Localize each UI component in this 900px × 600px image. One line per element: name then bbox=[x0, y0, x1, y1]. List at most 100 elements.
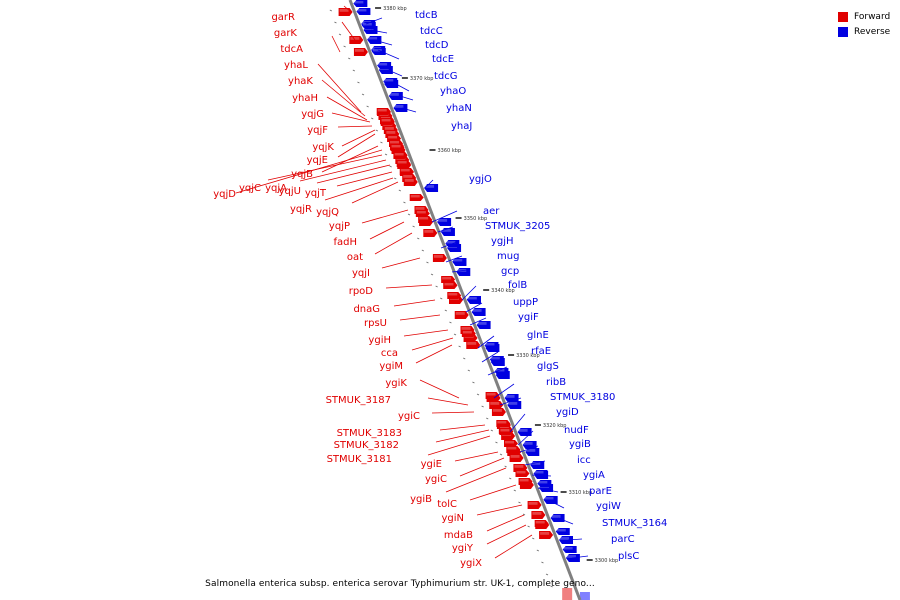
forward-gene-27-feature-highlight bbox=[467, 342, 477, 345]
reverse-gene-9-leader bbox=[431, 210, 458, 223]
reverse-feature-extra-2 bbox=[361, 22, 376, 29]
tick-label-7: 3310 kbp bbox=[569, 490, 593, 496]
legend-forward-label: Forward bbox=[854, 11, 891, 22]
gap-marker bbox=[430, 273, 434, 276]
gap-marker bbox=[536, 549, 540, 552]
reverse-gene-9-feature-highlight bbox=[438, 219, 448, 222]
forward-gene-33-leader bbox=[427, 435, 491, 456]
reverse-gene-12-label: mug bbox=[497, 251, 519, 262]
reverse-gene-0-leader bbox=[365, 17, 383, 25]
forward-gene-27-feature bbox=[466, 341, 481, 349]
reverse-gene-8-leader bbox=[424, 179, 434, 189]
reverse-gene-23-label: nudF bbox=[564, 425, 589, 436]
forward-gene-17-leader bbox=[351, 181, 399, 204]
forward-gene-29-feature-highlight bbox=[490, 402, 500, 405]
forward-feature-extra-13-highlight bbox=[448, 293, 458, 296]
figure-caption: Salmonella enterica subsp. enterica sero… bbox=[0, 579, 900, 589]
reverse-feature-extra-8 bbox=[452, 258, 467, 265]
forward-gene-10-label: yqjB bbox=[291, 169, 313, 180]
forward-gene-11-label: yqjD bbox=[213, 189, 236, 200]
reverse-gene-3-label: tdcE bbox=[432, 54, 454, 65]
reverse-gene-30-leader bbox=[567, 538, 583, 541]
tick-label-3: 3350 kbp bbox=[464, 216, 488, 222]
reverse-gene-28-label: ygiW bbox=[596, 501, 621, 512]
reverse-feature-extra-12 bbox=[494, 368, 509, 375]
forward-gene-30-leader bbox=[431, 411, 475, 414]
reverse-gene-5-label: yhaO bbox=[440, 86, 466, 97]
forward-gene-37-label: tolC bbox=[437, 499, 457, 510]
reverse-feature-extra-7-highlight bbox=[446, 241, 456, 244]
reverse-feature-extra-10-highlight bbox=[485, 343, 495, 346]
reverse-gene-7-feature-highlight bbox=[394, 105, 404, 108]
gap-marker bbox=[389, 165, 392, 168]
forward-gene-12-label: yqjC bbox=[239, 183, 261, 194]
gap-marker bbox=[444, 309, 448, 312]
forward-gene-39-feature-highlight bbox=[532, 512, 542, 515]
reverse-gene-28-leader bbox=[547, 499, 565, 509]
forward-gene-8-leader bbox=[341, 129, 376, 147]
forward-gene-40-leader bbox=[486, 524, 527, 545]
forward-gene-24-leader bbox=[399, 314, 441, 321]
gap-marker bbox=[453, 333, 457, 336]
reverse-gene-1-leader bbox=[370, 29, 388, 34]
gap-marker bbox=[375, 129, 379, 132]
gap-marker bbox=[532, 537, 535, 540]
forward-gene-15-label: yqjT bbox=[305, 188, 327, 199]
reverse-gene-8-feature-highlight bbox=[425, 185, 435, 188]
forward-gene-20-feature bbox=[423, 229, 438, 237]
forward-gene-3-label: yhaL bbox=[284, 60, 308, 71]
forward-gene-38-feature bbox=[527, 501, 542, 509]
reverse-gene-10-label: STMUK_3205 bbox=[485, 221, 550, 232]
forward-feature-extra-6 bbox=[396, 160, 411, 167]
forward-gene-21-feature-highlight bbox=[433, 255, 443, 258]
reverse-gene-30-feature bbox=[559, 536, 573, 544]
forward-feature-extra-0 bbox=[376, 108, 391, 115]
gap-marker bbox=[380, 141, 383, 144]
reverse-feature-extra-3-highlight bbox=[368, 37, 378, 40]
forward-gene-16-leader bbox=[324, 177, 394, 201]
forward-feature-extra-13 bbox=[447, 292, 462, 299]
reverse-gene-16-feature bbox=[476, 321, 491, 329]
reverse-gene-27-label: parE bbox=[589, 486, 612, 497]
reverse-feature-extra-16 bbox=[555, 528, 570, 535]
forward-gene-29-label: STMUK_3187 bbox=[326, 395, 391, 406]
forward-gene-16-label: yqjR bbox=[290, 204, 312, 215]
reverse-gene-6-leader bbox=[399, 95, 414, 101]
reverse-feature-extra-11-highlight bbox=[490, 357, 500, 360]
forward-gene-1-label: garK bbox=[274, 28, 298, 39]
reverse-feature-extra-5-highlight bbox=[378, 63, 388, 66]
gap-marker bbox=[384, 153, 388, 156]
forward-gene-21-feature bbox=[432, 254, 447, 262]
reverse-gene-25-label: icc bbox=[577, 455, 591, 466]
reverse-gene-22-leader bbox=[509, 413, 526, 433]
forward-feature-extra-9 bbox=[415, 210, 430, 217]
forward-gene-36-feature-highlight bbox=[514, 465, 524, 468]
forward-feature-extra-19-highlight bbox=[507, 447, 517, 450]
reverse-gene-19-label: glgS bbox=[537, 361, 559, 372]
gap-marker bbox=[407, 213, 411, 216]
reverse-feature-extra-16-highlight bbox=[556, 529, 566, 532]
reverse-gene-7-label: yhaJ bbox=[451, 121, 472, 132]
forward-gene-17-feature bbox=[403, 178, 418, 186]
gap-marker bbox=[403, 201, 406, 204]
reverse-gene-21-label: STMUK_3180 bbox=[550, 392, 615, 403]
reverse-gene-8-label: ygjO bbox=[469, 174, 492, 185]
legend-reverse-label: Reverse bbox=[854, 26, 891, 37]
reverse-gene-15-leader bbox=[465, 302, 483, 313]
gap-marker bbox=[352, 69, 356, 72]
reverse-gene-12-leader bbox=[445, 255, 463, 263]
reverse-feature-extra-8-highlight bbox=[453, 259, 463, 262]
forward-gene-20-label: oat bbox=[347, 252, 363, 263]
gap-marker bbox=[366, 105, 369, 108]
forward-gene-19-leader bbox=[369, 221, 405, 240]
reverse-gene-9-feature bbox=[437, 218, 452, 226]
forward-gene-41-feature-highlight bbox=[540, 532, 550, 535]
reverse-gene-10-feature-highlight bbox=[441, 229, 451, 232]
forward-feature-extra-22 bbox=[534, 520, 549, 527]
forward-gene-4-leader bbox=[321, 79, 366, 117]
forward-feature-extra-20 bbox=[515, 470, 530, 477]
gap-marker bbox=[440, 297, 443, 300]
forward-feature-extra-10 bbox=[418, 216, 433, 223]
forward-feature-extra-7 bbox=[399, 168, 414, 175]
forward-feature-extra-19 bbox=[506, 446, 521, 453]
